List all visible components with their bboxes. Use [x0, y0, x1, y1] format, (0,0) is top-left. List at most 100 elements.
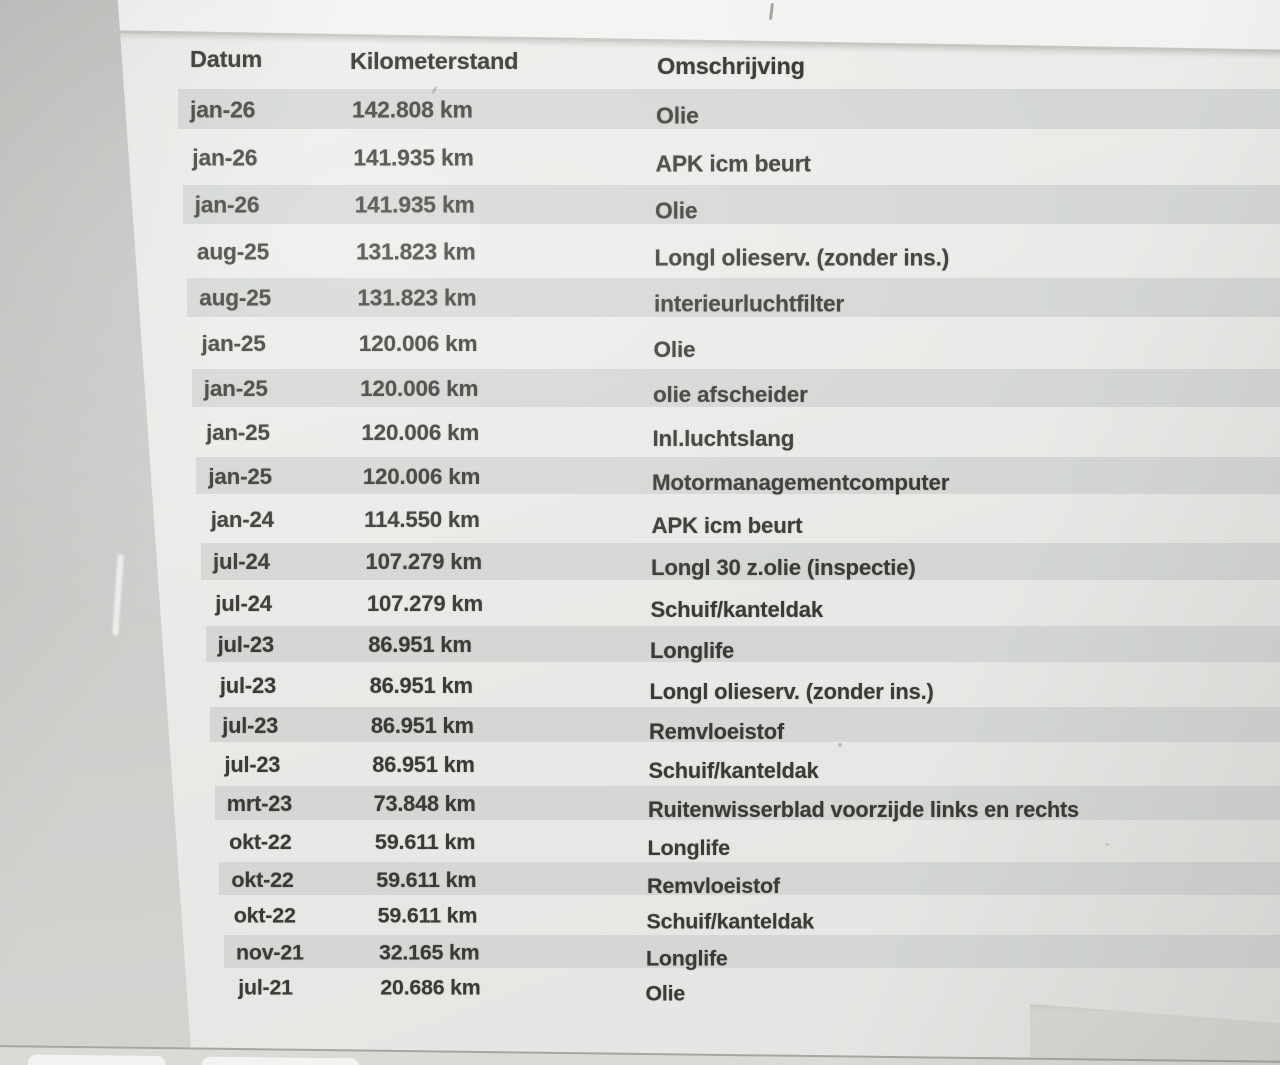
taskbar-app-tile[interactable] [201, 1056, 360, 1065]
cell-kilometerstand: 86.951 km [372, 752, 475, 778]
taskbar-app-tile[interactable] [27, 1054, 166, 1065]
cell-datum: jul-24 [213, 549, 270, 575]
cell-omschrijving: Schuif/kanteldak [646, 909, 815, 934]
cell-datum: jul-23 [219, 672, 277, 698]
table-row: jul-23 86.951 km Schuif/kanteldak [0, 745, 1280, 786]
cell-omschrijving: interieurluchtfilter [654, 290, 844, 317]
cell-kilometerstand: 120.006 km [360, 375, 479, 401]
cell-kilometerstand: 131.823 km [357, 284, 477, 311]
row-stripe [196, 457, 1280, 495]
row-stripe [210, 707, 1280, 743]
row-stripe [224, 935, 1280, 969]
table-row: jan-25 120.006 km Olie [0, 322, 1280, 366]
table-row: jul-23 86.951 km Longl olieserv. (zonder… [0, 665, 1280, 707]
table-row: jul-21 20.686 km Olie [0, 969, 1280, 1008]
cell-kilometerstand: 120.006 km [358, 330, 478, 356]
cell-omschrijving: Schuif/kanteldak [648, 758, 819, 784]
column-header-kilometerstand: Kilometerstand [350, 48, 519, 74]
cell-omschrijving: APK icm beurt [651, 512, 803, 538]
row-stripe [201, 543, 1280, 580]
table-row: jan-25 120.006 km olie afscheider [0, 367, 1280, 411]
table-row: aug-25 131.823 km Longl olieserv. (zonde… [0, 230, 1280, 275]
cell-kilometerstand: 86.951 km [369, 672, 473, 698]
table-row: nov-21 32.165 km Longlife [0, 933, 1280, 972]
cell-datum: jan-25 [208, 463, 272, 489]
cell-datum: jan-25 [201, 330, 266, 356]
cell-kilometerstand: 141.935 km [353, 144, 474, 171]
cell-datum: jul-24 [215, 591, 272, 617]
table-row: jul-24 107.279 km Schuif/kanteldak [0, 583, 1280, 625]
cell-datum: jan-26 [192, 144, 258, 171]
column-header-datum: Datum [190, 46, 263, 72]
table-row: jan-26 142.808 km Olie [0, 87, 1280, 133]
cell-datum: jul-23 [224, 752, 281, 778]
cell-omschrijving: Olie [653, 336, 696, 362]
cell-omschrijving: Remvloeistof [649, 718, 784, 744]
cell-kilometerstand: 59.611 km [376, 866, 477, 892]
row-stripe [219, 861, 1280, 896]
row-stripe [182, 184, 1280, 224]
cell-kilometerstand: 107.279 km [366, 591, 483, 617]
table-row: jan-25 120.006 km Inl.luchtslang [0, 411, 1280, 455]
cell-kilometerstand: 107.279 km [365, 549, 483, 575]
cell-kilometerstand: 114.550 km [364, 506, 480, 532]
cell-omschrijving: Motormanagementcomputer [652, 469, 950, 495]
cell-kilometerstand: 59.611 km [377, 903, 478, 928]
cell-datum: jan-26 [194, 191, 260, 218]
cell-datum: jul-23 [217, 632, 275, 658]
table-row: jan-24 114.550 km APK icm beurt [0, 498, 1280, 541]
cell-datum: nov-21 [236, 940, 304, 965]
cell-datum: jan-25 [206, 420, 270, 446]
table-row: okt-22 59.611 km Schuif/kanteldak [0, 897, 1280, 936]
cell-kilometerstand: 86.951 km [368, 632, 472, 658]
cell-kilometerstand: 142.808 km [352, 96, 473, 123]
table-row: jan-25 120.006 km Motormanagementcompute… [0, 455, 1280, 498]
cell-omschrijving: Longlife [647, 835, 731, 860]
cell-omschrijving: APK icm beurt [655, 150, 811, 177]
cell-kilometerstand: 73.848 km [373, 790, 476, 816]
cell-omschrijving: Olie [645, 981, 686, 1006]
table-row: okt-22 59.611 km Longlife [0, 822, 1280, 862]
table-row: okt-22 59.611 km Remvloeistof [0, 860, 1280, 900]
cell-omschrijving: olie afscheider [653, 381, 808, 407]
column-header-omschrijving: Omschrijving [657, 53, 805, 79]
cell-omschrijving: Longlife [650, 638, 735, 664]
cell-kilometerstand: 120.006 km [362, 463, 481, 489]
cell-kilometerstand: 131.823 km [356, 238, 476, 265]
cell-kilometerstand: 141.935 km [354, 191, 475, 218]
cell-kilometerstand: 32.165 km [379, 940, 480, 965]
cell-omschrijving: Remvloeistof [647, 872, 780, 898]
cell-omschrijving: Longl olieserv. (zonder ins.) [649, 678, 934, 704]
row-stripe [214, 785, 1280, 821]
cell-omschrijving: Inl.luchtslang [652, 426, 795, 452]
table-row: jul-24 107.279 km Longl 30 z.olie (inspe… [0, 541, 1280, 584]
row-stripe [191, 368, 1280, 407]
cell-omschrijving: Schuif/kanteldak [650, 597, 824, 623]
cell-omschrijving: Olie [655, 197, 698, 224]
cell-omschrijving: Longl olieserv. (zonder ins.) [654, 244, 950, 271]
cell-datum: jan-25 [203, 375, 268, 401]
cell-omschrijving: Longlife [646, 946, 728, 971]
cell-kilometerstand: 59.611 km [374, 829, 476, 854]
table-row: aug-25 131.823 km interieurluchtfilter [0, 276, 1280, 321]
table-row: mrt-23 73.848 km Ruitenwisserblad voorzi… [0, 784, 1280, 824]
table-row: jan-26 141.935 km APK icm beurt [0, 135, 1280, 181]
row-stripe [178, 89, 1280, 129]
cell-datum: mrt-23 [226, 790, 292, 816]
cell-datum: jan-26 [190, 96, 256, 123]
cell-datum: jul-23 [222, 712, 279, 738]
cell-datum: okt-22 [231, 866, 294, 892]
table-row: jul-23 86.951 km Longlife [0, 624, 1280, 666]
cell-datum: aug-25 [196, 238, 270, 265]
row-stripe [205, 626, 1280, 663]
cell-kilometerstand: 86.951 km [370, 712, 474, 738]
table-row: jan-26 141.935 km Olie [0, 183, 1280, 228]
cell-omschrijving: Longl 30 z.olie (inspectie) [651, 555, 916, 581]
table-row: jul-23 86.951 km Remvloeistof [0, 705, 1280, 746]
cell-datum: jul-21 [238, 975, 293, 1000]
cell-kilometerstand: 20.686 km [380, 975, 481, 1000]
cell-omschrijving: Ruitenwisserblad voorzijde links en rech… [648, 796, 1079, 822]
cell-datum: aug-25 [199, 284, 272, 311]
